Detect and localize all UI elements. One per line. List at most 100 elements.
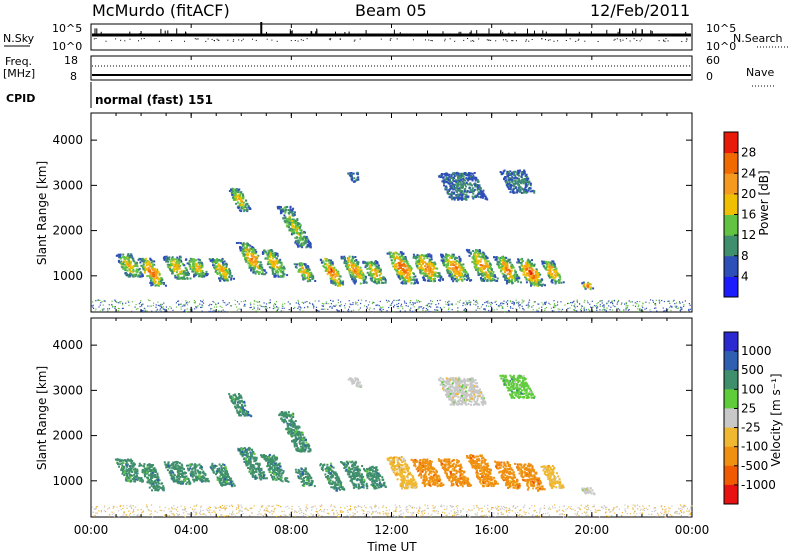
echo-point <box>457 181 460 184</box>
echo-point <box>659 301 661 303</box>
echo-point <box>344 307 346 309</box>
echo-point <box>542 283 545 286</box>
echo-point <box>408 270 411 273</box>
echo-point <box>223 274 226 277</box>
echo-point <box>629 301 631 303</box>
echo-point <box>293 263 296 266</box>
echo-point <box>407 305 409 307</box>
echo-point <box>197 258 200 261</box>
echo-point <box>126 269 129 272</box>
echo-point <box>547 261 550 264</box>
echo-point <box>316 309 319 311</box>
echo-point <box>91 305 93 307</box>
echo-point <box>272 253 275 256</box>
echo-point <box>331 275 334 278</box>
echo-point <box>154 281 157 284</box>
echo-point <box>399 258 401 261</box>
echo-point <box>122 253 125 256</box>
echo-point <box>215 267 218 270</box>
nsearch-dot <box>140 38 142 40</box>
nsearch-dot <box>506 40 508 42</box>
echo-point <box>433 265 436 268</box>
echo-point <box>255 250 258 253</box>
echo-point <box>348 257 350 260</box>
echo-point <box>586 300 589 302</box>
nsearch-dot <box>390 38 392 40</box>
echo-point <box>399 310 401 312</box>
echo-point <box>373 308 375 310</box>
echo-point <box>128 255 131 258</box>
echo-point <box>451 181 454 184</box>
echo-point <box>338 310 340 312</box>
echo-point <box>459 190 462 193</box>
echo-point <box>461 194 464 197</box>
echo-point <box>304 240 307 243</box>
echo-point <box>475 196 478 199</box>
echo-point <box>462 302 464 304</box>
echo-point <box>111 304 113 306</box>
echo-point <box>323 304 325 306</box>
echo-point <box>346 268 349 270</box>
echo-point <box>511 275 514 278</box>
echo-point <box>379 306 382 308</box>
echo-point <box>605 310 607 312</box>
echo-point <box>309 302 311 305</box>
echo-point <box>114 306 116 308</box>
echo-point <box>521 299 523 301</box>
echo-point <box>238 188 241 191</box>
echo-point <box>494 258 497 261</box>
echo-point <box>423 272 426 275</box>
echo-point <box>340 301 342 303</box>
echo-point <box>544 267 547 270</box>
echo-point <box>95 308 97 310</box>
nsearch-dot <box>584 40 586 42</box>
echo-point <box>174 274 177 277</box>
echo-point <box>450 303 452 305</box>
nsearch-dot <box>430 40 432 41</box>
echo-point <box>354 275 357 278</box>
echo-point <box>507 258 510 261</box>
echo-point <box>553 279 556 282</box>
echo-point <box>374 261 376 264</box>
echo-point <box>177 276 180 279</box>
echo-point <box>117 253 120 256</box>
echo-point <box>423 274 425 277</box>
echo-point <box>550 307 552 309</box>
echo-point <box>386 301 388 303</box>
echo-point <box>447 272 450 275</box>
echo-point <box>477 253 480 256</box>
echo-point <box>147 305 149 307</box>
echo-point <box>413 278 416 281</box>
echo-point <box>188 301 191 303</box>
echo-point <box>426 275 429 278</box>
nsearch-dot <box>218 39 220 41</box>
echo-point <box>495 300 497 302</box>
echo-point <box>543 303 545 305</box>
echo-point <box>464 193 467 196</box>
echo-point <box>494 301 496 303</box>
nsearch-dot <box>138 40 139 42</box>
echo-point <box>193 299 195 302</box>
echo-point <box>153 280 156 283</box>
echo-point <box>402 252 405 255</box>
echo-point <box>665 308 668 310</box>
echo-point <box>374 264 377 267</box>
nsearch-dot <box>525 40 527 42</box>
echo-point <box>405 302 407 304</box>
echo-point <box>442 261 445 264</box>
echo-point <box>445 263 447 266</box>
echo-point <box>430 258 433 261</box>
echo-point <box>217 265 220 268</box>
echo-point <box>241 248 244 251</box>
echo-point <box>505 301 507 303</box>
echo-point <box>372 301 374 303</box>
echo-point <box>259 308 261 310</box>
nsearch-dot <box>143 38 145 39</box>
echo-point <box>222 300 224 302</box>
echo-point <box>194 269 197 272</box>
echo-point <box>300 229 303 232</box>
echo-point <box>428 311 430 313</box>
echo-point <box>475 251 477 254</box>
echo-point <box>236 309 238 311</box>
echo-point <box>250 247 253 250</box>
